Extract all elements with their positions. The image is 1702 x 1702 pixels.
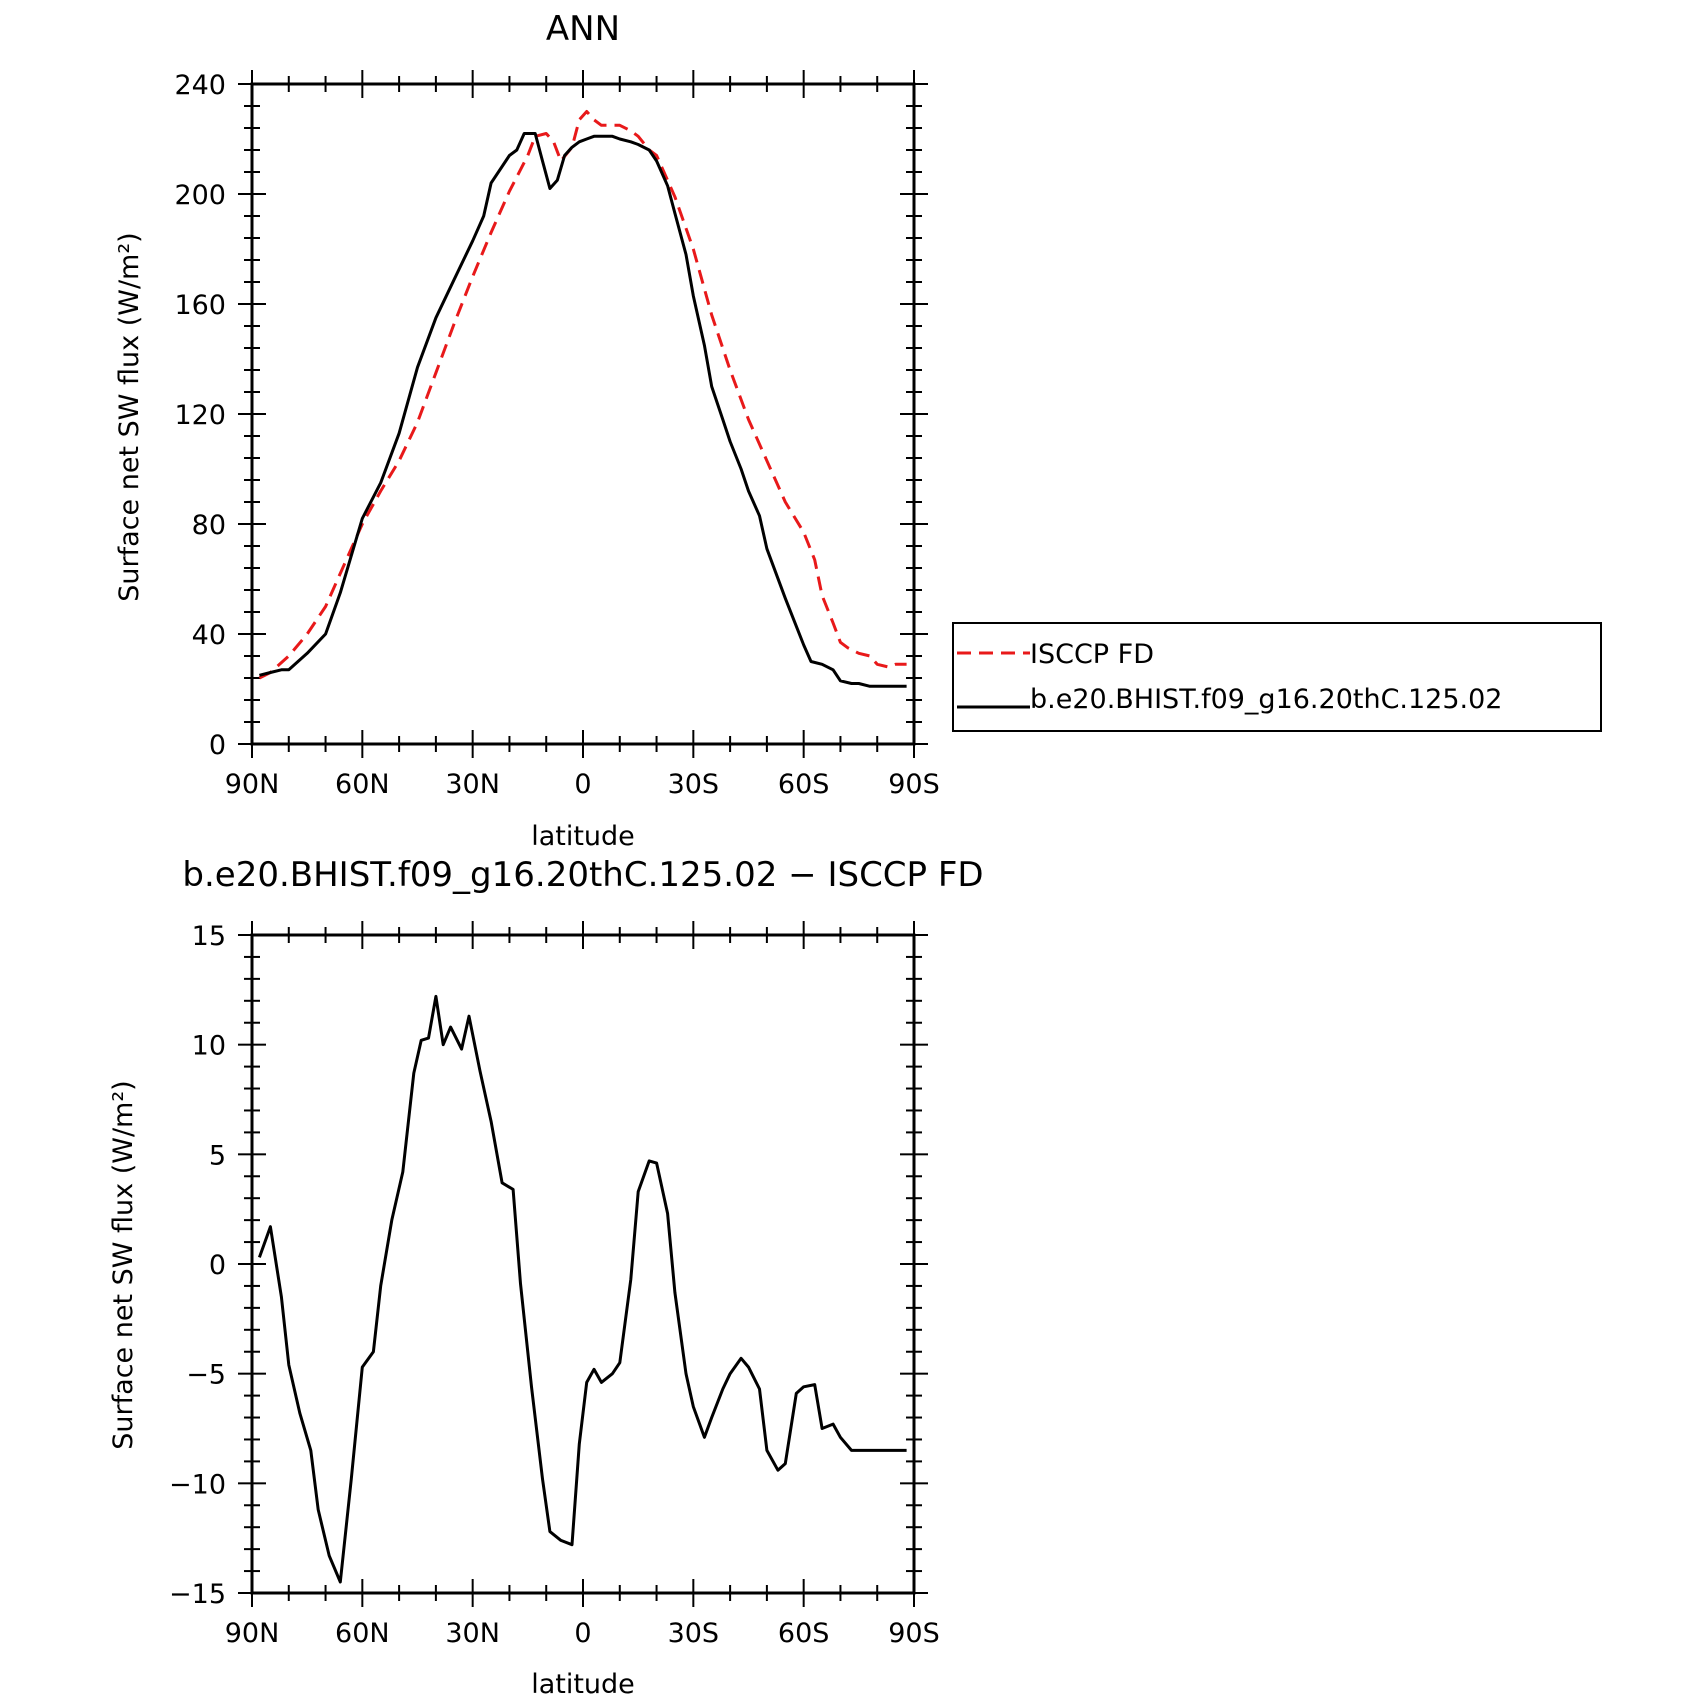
bottom-chart-panel: b.e20.BHIST.f09_g16.20thC.125.02 − ISCCP… — [108, 855, 984, 1700]
bottom-x-tick-label: 60S — [778, 1618, 830, 1649]
top-series-group — [258, 110, 907, 688]
bottom-x-tick-label: 30S — [668, 1618, 720, 1649]
top-y-axis-label: Surface net SW flux (W/m²) — [114, 232, 145, 601]
bottom-y-tick-label: 10 — [192, 1031, 226, 1062]
legend-label-isccp: ISCCP FD — [1030, 639, 1154, 670]
bottom-plot-frame — [250, 933, 916, 1595]
bottom-y-tick-label: −15 — [169, 1579, 226, 1610]
top-x-axis-label: latitude — [531, 821, 635, 852]
top-y-tick-label: 160 — [174, 290, 226, 321]
top-y-tick-label: 0 — [209, 730, 226, 761]
bottom-x-tick-label: 90N — [225, 1618, 280, 1649]
top-chart-panel: ANN 90N 60N 30N 0 30S 60S 90S 0 40 80 120 160 200 240… — [114, 9, 940, 852]
top-x-tick-label: 30S — [668, 769, 720, 800]
bottom-chart-title: b.e20.BHIST.f09_g16.20thC.125.02 − ISCCP… — [182, 855, 983, 895]
top-y-tick-label: 120 — [174, 400, 226, 431]
top-series-line-0 — [258, 110, 907, 680]
bottom-y-tick-label: −5 — [186, 1360, 226, 1391]
bottom-x-axis-label: latitude — [531, 1669, 635, 1700]
bottom-y-tick-label: −10 — [169, 1469, 226, 1500]
bottom-axes: 90N 60N 30N 0 30S 60S 90S −15 −10 −5 0 5 10 15 — [169, 921, 940, 1649]
top-x-tick-label: 60S — [778, 769, 830, 800]
top-x-tick-label: 0 — [574, 769, 591, 800]
bottom-y-tick-label: 15 — [192, 921, 226, 952]
bottom-y-tick-label: 5 — [209, 1140, 226, 1171]
legend-box — [952, 622, 1602, 732]
top-x-tick-label: 90N — [225, 769, 280, 800]
legend-label-model: b.e20.BHIST.f09_g16.20thC.125.02 — [1030, 684, 1502, 715]
top-y-tick-label: 40 — [192, 620, 226, 651]
top-chart-title: ANN — [546, 9, 620, 49]
bottom-series-group — [257, 994, 907, 1584]
bottom-y-tick-label: 0 — [209, 1250, 226, 1281]
top-plot-frame — [250, 82, 916, 746]
top-y-tick-label: 80 — [192, 510, 226, 541]
top-y-tick-label: 240 — [174, 70, 226, 101]
bottom-y-axis-label: Surface net SW flux (W/m²) — [108, 1080, 139, 1449]
bottom-series-line-0 — [257, 994, 907, 1584]
bottom-x-tick-label: 90S — [888, 1618, 940, 1649]
legend: ISCCP FD b.e20.BHIST.f09_g16.20thC.125.0… — [952, 622, 1602, 732]
top-x-tick-label: 90S — [888, 769, 940, 800]
bottom-x-tick-label: 60N — [335, 1618, 390, 1649]
top-y-tick-label: 200 — [174, 180, 226, 211]
top-x-tick-label: 30N — [445, 769, 500, 800]
bottom-x-tick-label: 30N — [445, 1618, 500, 1649]
top-axes: 90N 60N 30N 0 30S 60S 90S 0 40 80 120 160 200 240 — [174, 70, 940, 800]
bottom-x-tick-label: 0 — [574, 1618, 591, 1649]
top-x-tick-label: 60N — [335, 769, 390, 800]
top-series-line-1 — [259, 132, 907, 688]
